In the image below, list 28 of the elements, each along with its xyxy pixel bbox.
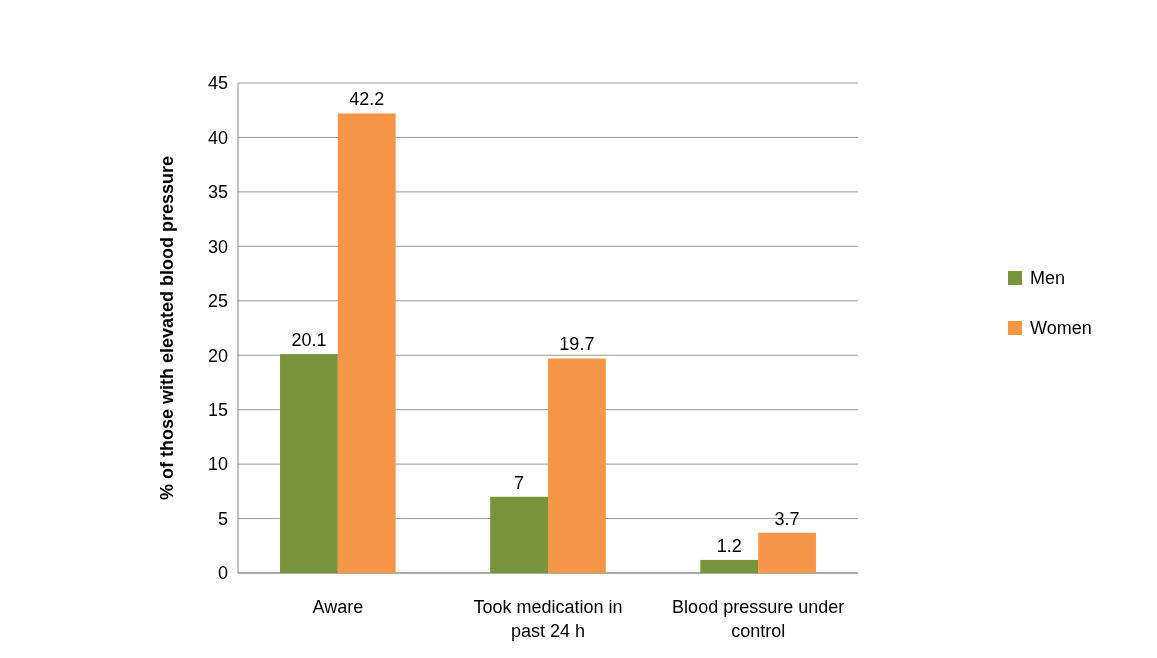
x-tick-label: Blood pressure under control (672, 597, 845, 641)
y-axis-title: % of those with elevated blood pressure (157, 155, 177, 501)
y-tick-label: 40 (207, 127, 228, 148)
data-label: 42.2 (349, 89, 385, 110)
bar (490, 496, 548, 573)
data-label: 3.7 (774, 508, 800, 529)
y-tick-label: 25 (207, 291, 228, 312)
data-label: 7 (514, 472, 525, 493)
y-tick-label: 0 (217, 563, 228, 584)
bar (758, 532, 816, 573)
x-tick-label: Aware (312, 597, 364, 617)
y-tick-label: 15 (207, 399, 228, 420)
y-tick-label: 5 (217, 508, 228, 529)
y-tick-label: 10 (207, 454, 228, 475)
y-tick-label: 45 (207, 73, 228, 94)
legend-label: Women (1030, 318, 1092, 339)
bar (337, 113, 396, 573)
y-tick-label: 35 (207, 182, 228, 203)
data-label: 1.2 (716, 535, 742, 556)
y-tick-label: 20 (207, 345, 228, 366)
legend-label: Men (1030, 268, 1066, 289)
data-label: 19.7 (559, 334, 595, 355)
y-tick-label: 30 (207, 236, 228, 257)
bar (280, 354, 338, 573)
x-tick-label: Took medication in past 24 h (473, 597, 623, 641)
bar (548, 358, 606, 573)
bar (700, 559, 759, 573)
data-label: 20.1 (291, 330, 327, 351)
